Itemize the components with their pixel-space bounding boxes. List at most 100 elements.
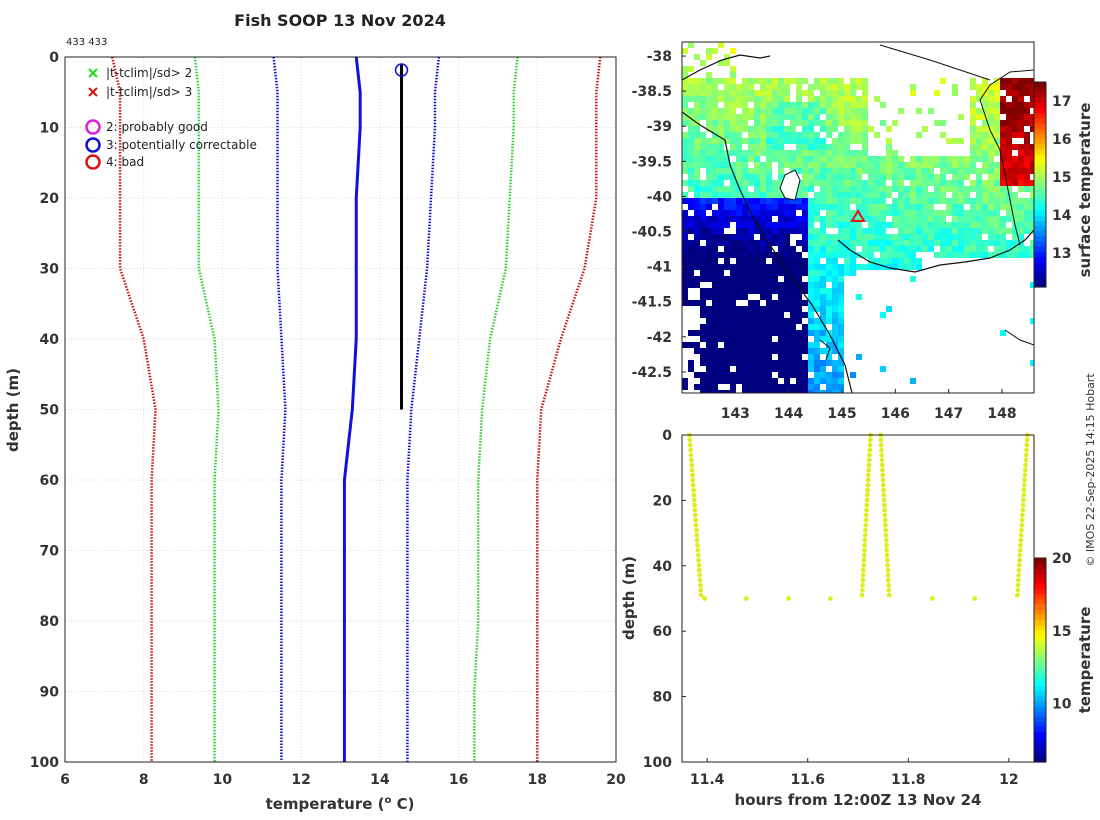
- sst-cell: [844, 174, 850, 180]
- sst-cell: [892, 120, 898, 126]
- sst-cell: [874, 168, 880, 174]
- series-climatology: [342, 56, 362, 762]
- sst-cell: [784, 162, 790, 168]
- sst-cell: [964, 186, 970, 192]
- sst-cell: [694, 216, 700, 222]
- sst-cell: [826, 354, 832, 360]
- sst-cell: [712, 114, 718, 120]
- dt-x-tick-label: 12: [999, 772, 1018, 788]
- sst-cell: [1018, 168, 1024, 174]
- sst-cell: [874, 264, 880, 270]
- sst-cell: [796, 156, 802, 162]
- sst-cell: [784, 360, 790, 366]
- sst-cell: [856, 126, 862, 132]
- colorbar-swatch: [1034, 281, 1046, 288]
- sst-cell: [958, 186, 964, 192]
- cast-point: [862, 537, 868, 543]
- sst-cell: [1012, 120, 1018, 126]
- sst-cell: [820, 144, 826, 150]
- sst-cell: [748, 192, 754, 198]
- sst-cell: [832, 348, 838, 354]
- sst-cell: [784, 390, 790, 393]
- sst-cell: [772, 240, 778, 246]
- sst-cell: [814, 96, 820, 102]
- colorbar-tick-label: 10: [1052, 697, 1072, 713]
- cast-point: [862, 532, 868, 538]
- sst-cell: [748, 330, 754, 336]
- sst-cell: [772, 120, 778, 126]
- sst-cell: [700, 108, 706, 114]
- sst-cell: [778, 216, 784, 222]
- sst-cell: [706, 366, 712, 372]
- sst-cell: [790, 312, 796, 318]
- sst-cell: [802, 234, 808, 240]
- sst-cell: [910, 252, 916, 258]
- sst-cell: [1012, 102, 1018, 108]
- sst-cell: [766, 90, 772, 96]
- sst-cell: [772, 90, 778, 96]
- sst-cell: [862, 126, 868, 132]
- sst-cell: [754, 222, 760, 228]
- sst-cell: [784, 204, 790, 210]
- sst-cell: [760, 138, 766, 144]
- sst-cell: [970, 204, 976, 210]
- sst-cell: [760, 78, 766, 84]
- sst-cell: [832, 324, 838, 330]
- sst-cell: [856, 186, 862, 192]
- cast-point: [867, 442, 873, 448]
- sst-cell: [964, 216, 970, 222]
- cast-point: [881, 492, 887, 498]
- sst-cell: [748, 228, 754, 234]
- sst-cell: [760, 234, 766, 240]
- colorbar-swatch: [1034, 148, 1046, 155]
- sst-cell: [910, 156, 916, 162]
- sst-cell: [832, 288, 838, 294]
- sst-cell: [712, 126, 718, 132]
- sst-cell: [940, 174, 946, 180]
- sst-cell: [934, 192, 940, 198]
- sst-cell: [790, 306, 796, 312]
- sst-cell: [922, 204, 928, 210]
- colorbar-tick-label: 15: [1052, 170, 1071, 186]
- sst-cell: [886, 306, 892, 312]
- colorbar-swatch: [1034, 751, 1046, 758]
- sst-cell: [1012, 240, 1018, 246]
- sst-cell: [772, 108, 778, 114]
- sst-cell: [754, 114, 760, 120]
- map-x-tick-label: 148: [987, 406, 1016, 422]
- sst-cell: [706, 72, 712, 78]
- sst-cell: [874, 210, 880, 216]
- sst-cell: [982, 162, 988, 168]
- sst-cell: [850, 138, 856, 144]
- sst-cell: [700, 84, 706, 90]
- sst-cell: [730, 312, 736, 318]
- sst-cell: [760, 228, 766, 234]
- sst-cell: [730, 174, 736, 180]
- sst-cell: [886, 264, 892, 270]
- sst-cell: [766, 96, 772, 102]
- sst-cell: [790, 210, 796, 216]
- sst-cell: [838, 84, 844, 90]
- sst-cell: [886, 246, 892, 252]
- sst-cell: [814, 336, 820, 342]
- sst-cell: [682, 114, 688, 120]
- sst-cell: [952, 180, 958, 186]
- sst-cell: [820, 198, 826, 204]
- sst-cell: [742, 312, 748, 318]
- sst-cell: [724, 312, 730, 318]
- sst-cell: [730, 162, 736, 168]
- sst-cell: [790, 216, 796, 222]
- sst-cell: [982, 168, 988, 174]
- sst-cell: [850, 174, 856, 180]
- sst-cell: [796, 360, 802, 366]
- sst-cell: [796, 144, 802, 150]
- sst-cell: [862, 216, 868, 222]
- sst-cell: [904, 246, 910, 252]
- sst-cell: [832, 240, 838, 246]
- cast-point: [1015, 592, 1020, 598]
- sst-cell: [820, 186, 826, 192]
- sst-cell: [1012, 192, 1018, 198]
- sst-cell: [796, 252, 802, 258]
- sst-cell: [1030, 150, 1034, 156]
- sst-cell: [706, 102, 712, 108]
